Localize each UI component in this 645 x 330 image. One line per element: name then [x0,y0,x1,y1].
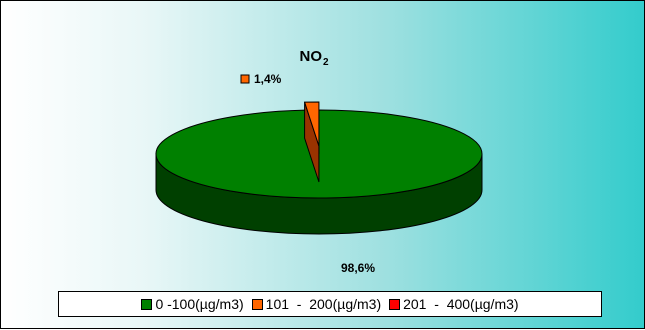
chart-legend: 0 -100(µg/m3) 101 - 200(µg/m3) 201 - 400… [58,291,602,317]
chart-title-subscript: 2 [323,57,329,68]
data-label-0: 98,6% [341,261,375,275]
data-label-swatch [240,74,250,84]
legend-swatch-orange [251,298,263,310]
data-label-1: 1,4% [254,72,282,86]
data-labels: 98,6% 1,4% [240,72,375,275]
legend-item-1: 101 - 200(µg/m3) [251,296,382,312]
chart-title: NO [300,48,323,65]
pie-slices [155,101,483,235]
legend-swatch-red [389,298,401,310]
pie-slice-1 [303,101,320,147]
legend-item-2: 201 - 400(µg/m3) [389,296,519,312]
legend-swatch-green [141,298,153,310]
legend-label: 101 - 200(µg/m3) [265,296,382,312]
legend-label: 0 -100(µg/m3) [155,296,244,312]
legend-item-0: 0 -100(µg/m3) [141,296,244,312]
legend-label: 201 - 400(µg/m3) [403,296,519,312]
